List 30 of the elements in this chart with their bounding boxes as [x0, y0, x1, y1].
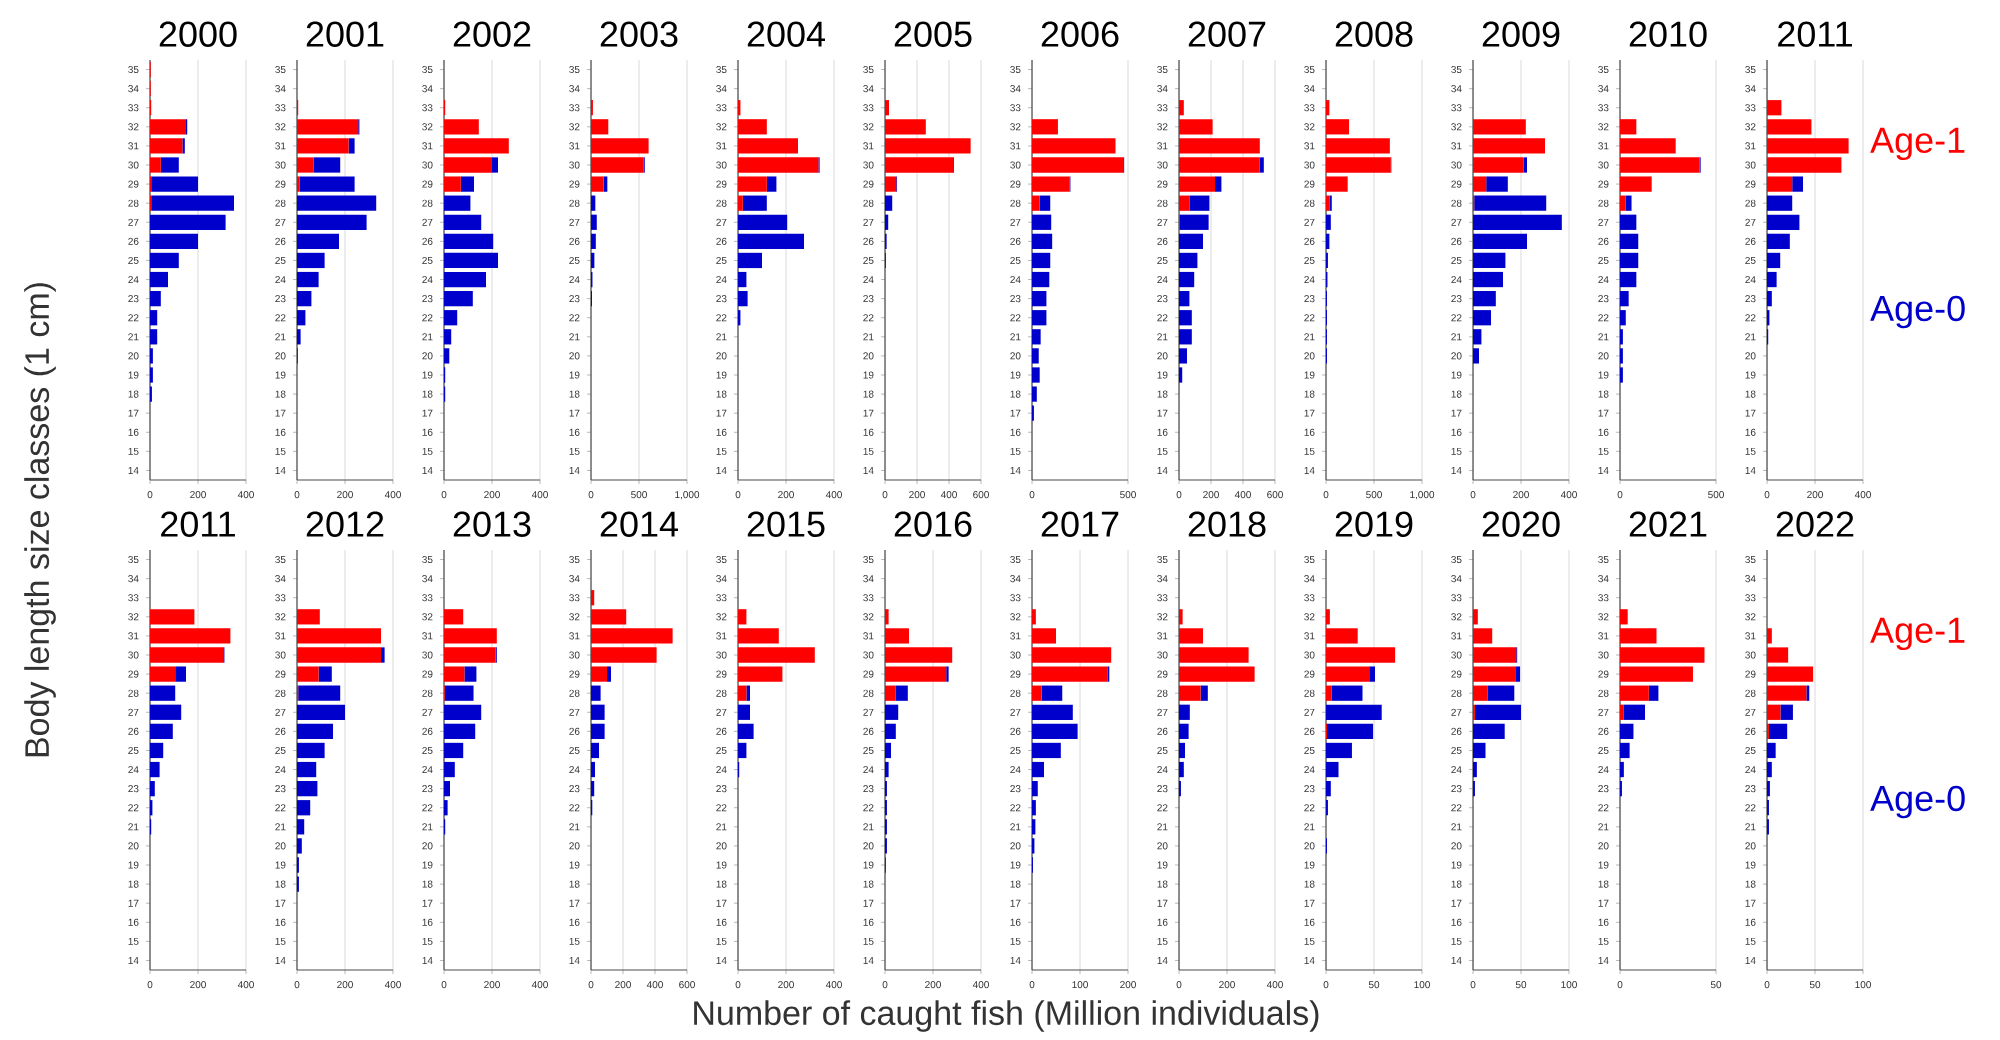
chart-title: 2020 [1482, 511, 1560, 537]
y-axis-title: Body length size classes (1 cm) [24, 283, 56, 757]
chart-title: 2009 [1482, 21, 1560, 47]
chart-title: 2006 [1041, 21, 1119, 47]
chart-title: 2005 [894, 21, 972, 47]
chart-title: 2008 [1335, 21, 1413, 47]
series-label: Age-1 [1870, 127, 1965, 161]
chart-title: 2003 [600, 21, 678, 47]
chart-title: 2022 [1776, 511, 1854, 537]
chart-title: 2019 [1335, 511, 1413, 537]
chart-title: 2015 [747, 511, 825, 537]
chart-title: 2021 [1629, 511, 1707, 537]
chart-title: 2016 [894, 511, 972, 537]
chart-title: 2013 [453, 511, 531, 537]
series-label: Age-1 [1870, 617, 1965, 651]
chart-title: 2004 [747, 21, 825, 47]
chart-title: 2002 [453, 21, 531, 47]
chart-title: 2012 [306, 511, 384, 537]
chart-title: 2001 [306, 21, 384, 47]
x-axis-title: Number of caught fish (Million individuals) [694, 1000, 1319, 1032]
chart-title: 2000 [159, 21, 237, 47]
chart-title: 2011 [1778, 21, 1852, 47]
chart-title: 2014 [600, 511, 678, 537]
chart-title: 2011 [161, 511, 235, 537]
text: Age-0 [1870, 785, 1965, 819]
chart-title: 2018 [1188, 511, 1266, 537]
chart-title: 2010 [1629, 21, 1707, 47]
chart-title: 2017 [1041, 511, 1119, 537]
chart-title: 2007 [1188, 21, 1266, 47]
text: Age-0 [1870, 295, 1965, 329]
